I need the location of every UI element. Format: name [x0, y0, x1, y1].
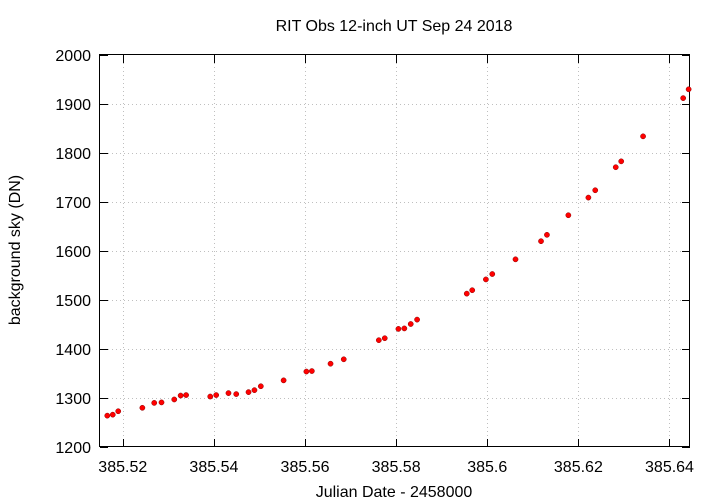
data-point — [340, 356, 347, 363]
data-point — [327, 360, 334, 367]
x-tick-label: 385.58 — [372, 459, 421, 476]
data-point — [640, 133, 646, 140]
grid-lines — [100, 55, 690, 447]
plot-frame — [99, 54, 690, 447]
data-point — [395, 326, 402, 332]
chart-title: RIT Obs 12-inch UT Sep 24 2018 — [276, 18, 513, 35]
data-point — [544, 231, 550, 238]
data-point — [171, 396, 178, 403]
data-point — [257, 383, 264, 390]
x-tick-labels: 385.52 385.54 385.56 385.58 385.6 385.62 385.6… — [98, 459, 694, 476]
data-point — [538, 238, 544, 245]
data-point — [280, 377, 287, 384]
data-point — [414, 316, 420, 323]
data-point — [245, 389, 252, 395]
data-point — [685, 86, 692, 93]
data-point — [407, 321, 414, 327]
data-point — [233, 391, 240, 397]
data-point — [139, 404, 146, 411]
data-point — [109, 411, 116, 418]
data-point — [401, 325, 408, 332]
y-axis-label: background sky (DN) — [7, 175, 24, 325]
data-point — [381, 335, 388, 342]
data-point — [309, 368, 315, 374]
data-point — [592, 187, 599, 194]
data-point — [213, 392, 220, 398]
x-tick-label: 385.64 — [645, 459, 694, 476]
y-tick-label: 1800 — [55, 146, 91, 163]
data-point — [207, 393, 214, 400]
data-points — [104, 86, 692, 419]
y-tick-label: 1400 — [55, 342, 91, 359]
x-tick-label: 385.56 — [281, 459, 330, 476]
y-tick-label: 1300 — [55, 391, 91, 408]
data-point — [303, 368, 310, 375]
y-tick-label: 1900 — [55, 97, 91, 114]
data-point — [512, 256, 519, 263]
x-tick-label: 385.52 — [98, 459, 147, 476]
data-point — [489, 271, 496, 277]
data-point — [483, 276, 489, 283]
data-point — [463, 290, 470, 297]
x-tick-label: 385.6 — [467, 459, 507, 476]
data-point — [177, 392, 184, 399]
y-tick-label: 1500 — [55, 293, 91, 310]
data-point — [375, 337, 382, 344]
y-tick-label: 1700 — [55, 195, 91, 212]
data-point — [115, 408, 122, 415]
y-tick-label: 2000 — [55, 48, 91, 65]
data-point — [225, 390, 232, 396]
data-point — [680, 95, 687, 101]
y-tick-labels: 1200 1300 1400 1500 1600 1700 1800 1900 2000 — [55, 48, 91, 457]
data-point — [618, 158, 625, 165]
data-point — [251, 387, 258, 394]
data-point — [565, 212, 572, 219]
data-point — [158, 399, 165, 406]
y-tick-label: 1200 — [55, 440, 91, 457]
axis-ticks — [100, 55, 690, 448]
data-point — [612, 164, 619, 171]
data-point — [585, 194, 592, 201]
y-tick-label: 1600 — [55, 244, 91, 261]
x-tick-label: 385.62 — [554, 459, 603, 476]
data-point — [183, 392, 189, 398]
data-point — [469, 287, 476, 294]
data-point — [104, 412, 111, 419]
data-point — [151, 400, 158, 406]
x-tick-label: 385.54 — [189, 459, 238, 476]
x-axis-label: Julian Date - 2458000 — [316, 484, 473, 501]
